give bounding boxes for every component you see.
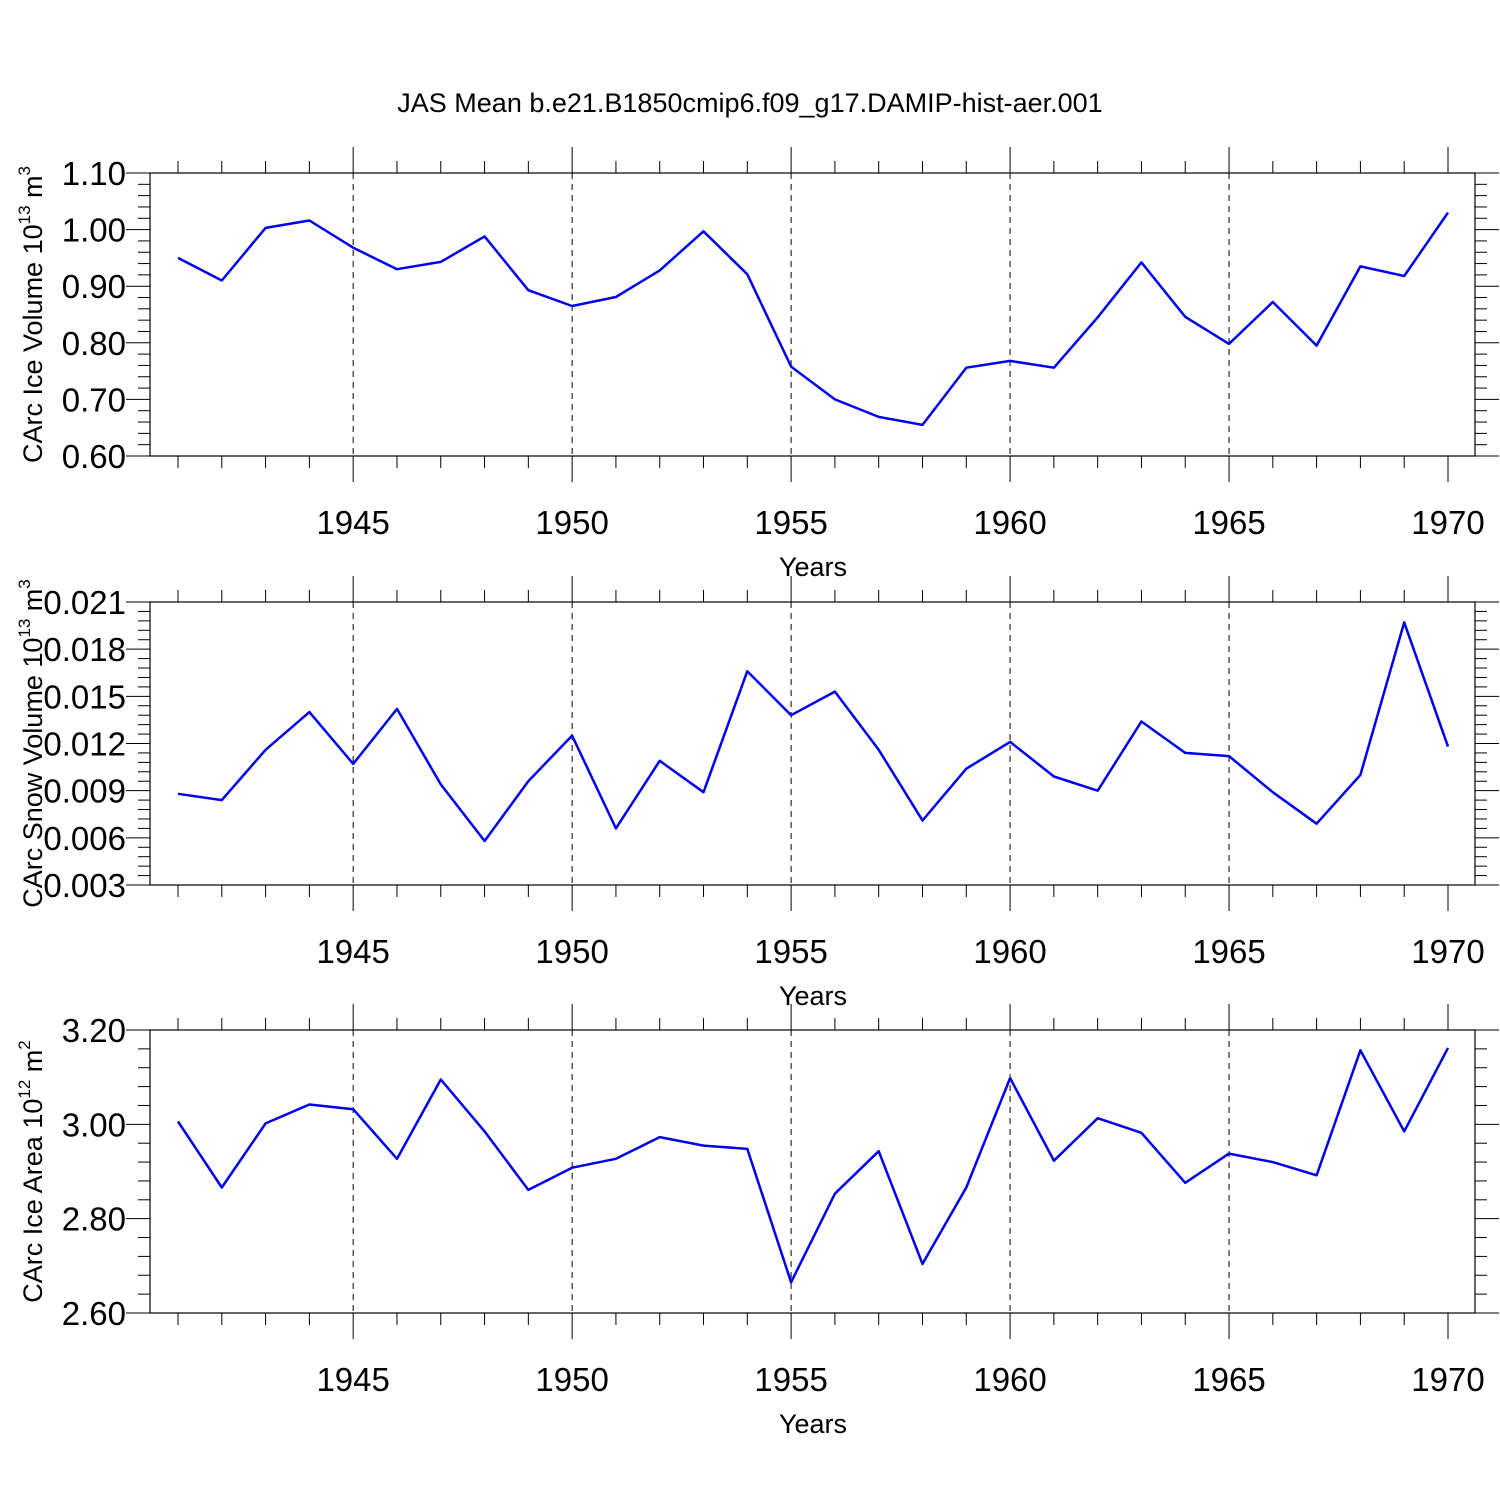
y-axis-label-exponent: 13 — [15, 619, 34, 638]
y-tick-label: 2.80 — [62, 1201, 126, 1238]
y-tick-label: 0.018 — [43, 631, 126, 668]
y-axis-label: CArc Ice Area 1012 m2 — [15, 1040, 48, 1303]
x-tick-label: 1970 — [1411, 933, 1484, 970]
chart-title: JAS Mean b.e21.B1850cmip6.f09_g17.DAMIP-… — [397, 88, 1102, 118]
y-tick-label: 2.60 — [62, 1295, 126, 1332]
x-tick-label: 1950 — [535, 933, 608, 970]
plot-frame — [149, 172, 1476, 457]
x-tick-label: 1945 — [316, 933, 389, 970]
x-tick-label: 1970 — [1411, 504, 1484, 541]
x-tick-label: 1950 — [535, 504, 608, 541]
y-axis-label: CArc Ice Volume 1013 m3 — [15, 166, 48, 463]
y-tick-label: 1.10 — [62, 155, 126, 192]
y-axis-label-unit-exponent: 2 — [15, 1040, 34, 1049]
y-tick-label: 0.003 — [43, 867, 126, 904]
y-axis-label: CArc Snow Volume 1013 m3 — [15, 579, 48, 908]
panel-3: 1945 1950 1955 1960 1965 1970 Years 2.60 2.80 3.0… — [15, 1004, 1499, 1439]
x-tick-label: 1955 — [754, 1361, 827, 1398]
y-tick-label: 3.00 — [62, 1106, 126, 1143]
x-tick-label: 1960 — [973, 1361, 1046, 1398]
x-tick-label: 1960 — [973, 504, 1046, 541]
x-tick-label: 1965 — [1192, 933, 1265, 970]
y-tick-label: 1.00 — [62, 212, 126, 249]
y-axis-label-unit-exponent: 3 — [15, 166, 34, 175]
y-tick-label: 0.60 — [62, 438, 126, 475]
x-tick-label: 1945 — [316, 1361, 389, 1398]
x-tick-label: 1965 — [1192, 504, 1265, 541]
x-tick-label: 1945 — [316, 504, 389, 541]
x-axis-label: Years — [779, 1409, 847, 1439]
y-axis-label-unit: m — [18, 175, 48, 205]
y-axis-label-unit-exponent: 3 — [15, 579, 34, 588]
panels: 1945 1950 1955 1960 1965 1970 Years 0.60 0.70 0.8… — [15, 147, 1499, 1439]
y-axis-label-text: CArc Snow Volume 10 — [18, 638, 48, 908]
y-tick-label: 0.012 — [43, 726, 126, 763]
x-tick-label: 1970 — [1411, 1361, 1484, 1398]
y-tick-label: 0.90 — [62, 268, 126, 305]
y-axis-label-unit: m — [18, 1050, 48, 1080]
y-axis-label-exponent: 13 — [15, 205, 34, 224]
x-tick-label: 1950 — [535, 1361, 608, 1398]
panel-1: 1945 1950 1955 1960 1965 1970 Years 0.60 0.70 0.8… — [15, 147, 1499, 582]
y-tick-label: 0.009 — [43, 773, 126, 810]
x-tick-label: 1955 — [754, 933, 827, 970]
y-axis-label-exponent: 12 — [15, 1080, 34, 1099]
plot-frame — [149, 1029, 1476, 1314]
panel-2: 1945 1950 1955 1960 1965 1970 Years 0.003 0.006 0… — [15, 576, 1499, 1011]
x-axis-label: Years — [779, 552, 847, 582]
x-tick-label: 1960 — [973, 933, 1046, 970]
x-axis-label: Years — [779, 981, 847, 1011]
y-axis-label-unit: m — [18, 589, 48, 619]
x-tick-label: 1965 — [1192, 1361, 1265, 1398]
y-tick-label: 0.70 — [62, 381, 126, 418]
y-tick-label: 3.20 — [62, 1012, 126, 1049]
series-line — [177, 211, 1450, 427]
y-tick-label: 0.021 — [43, 584, 126, 621]
series-line — [176, 1047, 1450, 1284]
y-axis-label-text: CArc Ice Area 10 — [18, 1099, 48, 1303]
y-tick-label: 0.015 — [43, 678, 126, 715]
x-tick-label: 1955 — [754, 504, 827, 541]
y-axis-label-text: CArc Ice Volume 10 — [18, 224, 48, 463]
y-tick-label: 0.006 — [43, 820, 126, 857]
y-tick-label: 0.80 — [62, 325, 126, 362]
series-line — [177, 621, 1450, 843]
